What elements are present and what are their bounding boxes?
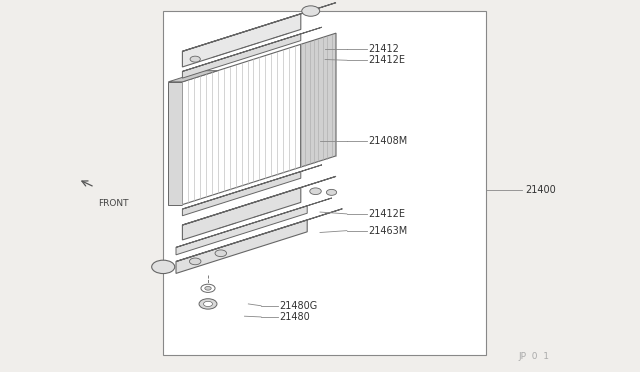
Text: 21412E: 21412E (369, 55, 406, 65)
Bar (163, 11, 486, 355)
Text: 21412E: 21412E (369, 209, 406, 219)
Circle shape (199, 299, 217, 309)
Circle shape (215, 250, 227, 257)
Polygon shape (301, 33, 336, 167)
Text: 21412: 21412 (369, 44, 399, 54)
Polygon shape (182, 34, 301, 78)
Circle shape (190, 56, 200, 62)
Polygon shape (168, 71, 218, 82)
Polygon shape (182, 165, 322, 209)
Text: 21480G: 21480G (279, 301, 317, 311)
Circle shape (204, 301, 212, 307)
Circle shape (152, 260, 175, 273)
Text: JP  0  1: JP 0 1 (519, 352, 550, 361)
Polygon shape (182, 171, 301, 216)
Circle shape (302, 6, 319, 16)
Polygon shape (176, 209, 342, 262)
Circle shape (201, 284, 215, 292)
Polygon shape (182, 27, 322, 71)
Polygon shape (182, 187, 301, 240)
Text: FRONT: FRONT (98, 199, 129, 208)
Circle shape (189, 258, 201, 265)
Polygon shape (182, 3, 336, 51)
Polygon shape (182, 176, 336, 225)
Polygon shape (176, 198, 332, 247)
Polygon shape (182, 14, 301, 67)
Polygon shape (176, 220, 307, 273)
Text: 21480: 21480 (279, 312, 310, 322)
Circle shape (326, 189, 337, 195)
Text: 21400: 21400 (525, 185, 556, 195)
Polygon shape (182, 44, 301, 205)
Text: 21463M: 21463M (369, 226, 408, 235)
Circle shape (205, 286, 211, 290)
Polygon shape (176, 206, 307, 255)
Text: 21408M: 21408M (369, 137, 408, 146)
Circle shape (310, 188, 321, 195)
Polygon shape (168, 82, 182, 205)
